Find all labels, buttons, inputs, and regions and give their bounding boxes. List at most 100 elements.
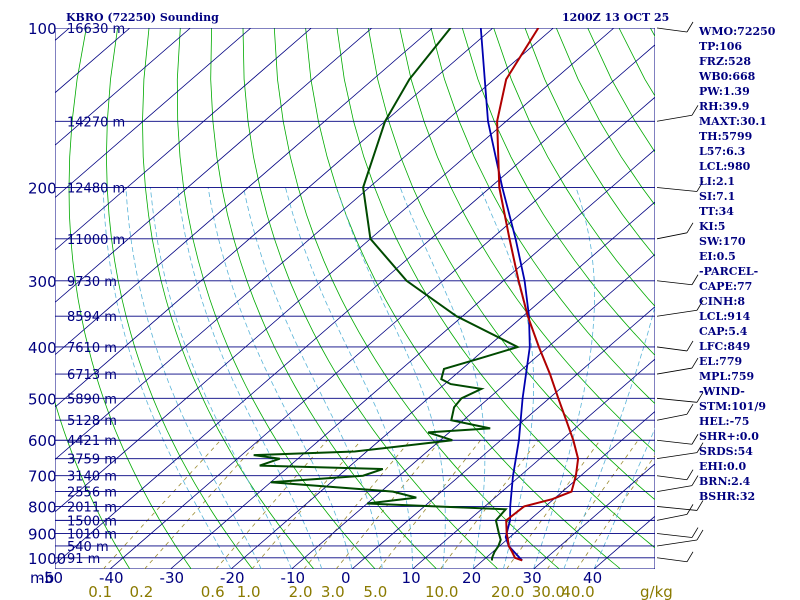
pressure-tick-label: 600 (28, 432, 57, 450)
index-value: CAPE:77 (699, 280, 752, 293)
isotherm (170, 149, 655, 569)
wind-barb-flag (696, 392, 704, 403)
index-value: MAXT:30.1 (699, 115, 767, 128)
dry-adiabat (776, 28, 800, 569)
index-value: EL:779 (699, 355, 742, 368)
stability-indices: WMO:72250 TP:106 FRZ:528 WB0:668 PW:1.39 RH:3… (698, 25, 776, 503)
dry-adiabat (367, 28, 655, 501)
wind-barb-flag (686, 504, 694, 515)
dry-adiabat (524, 28, 655, 258)
height-label: 1010 m (67, 528, 117, 543)
index-value: LI:2.1 (699, 175, 735, 188)
mixing-ratio-tick-label: 20.0 (491, 583, 524, 600)
wind-barb-flag (686, 404, 694, 415)
height-label: 9730 m (67, 275, 117, 290)
wind-barb-flag (686, 469, 694, 480)
wind-barb-staff (656, 439, 693, 445)
index-value: BRN:2.4 (699, 475, 751, 488)
mixing-ratio-line (506, 439, 601, 569)
index-value: LCL:914 (699, 310, 751, 323)
index-value: TT:34 (699, 205, 734, 218)
temperature-tick-label: 0 (341, 569, 351, 587)
height-label: 12480 m (67, 181, 125, 196)
moist-adiabat (150, 187, 292, 569)
moist-adiabat (102, 187, 232, 569)
index-value: EI:0.5 (699, 250, 736, 263)
temperature-line (496, 28, 580, 562)
dry-adiabat (744, 28, 800, 569)
index-value: CINH:8 (699, 295, 745, 308)
index-value: FRZ:528 (699, 55, 751, 68)
mixing-ratio-line (576, 454, 655, 569)
moist-adiabat (177, 187, 323, 569)
temperature-tick-label: -50 (39, 569, 64, 587)
index-value: BSHR:32 (699, 490, 755, 503)
moist-adiabat (336, 187, 446, 569)
dry-adiabat (273, 28, 560, 569)
wind-barb-staff (656, 114, 693, 122)
mixing-ratio-line (440, 439, 539, 569)
mixing-ratio-line (144, 439, 260, 569)
wind-barb-flag (686, 340, 694, 352)
height-label: 4421 m (67, 434, 117, 449)
wind-barb-staff (656, 309, 698, 317)
isotherm (109, 96, 655, 569)
wind-barb-staff (656, 533, 693, 538)
index-value: HEL:-75 (699, 415, 749, 428)
wind-barb-flag (691, 434, 699, 445)
wind-barb-staff (656, 557, 688, 563)
height-label: 3140 m (67, 470, 117, 485)
wind-barb-flag (691, 527, 699, 538)
dry-adiabat (493, 28, 655, 307)
isotherm (55, 28, 494, 408)
wind-barb-flag (696, 500, 704, 511)
mixing-ratio-line (546, 439, 639, 569)
wind-barb-staff (656, 475, 688, 481)
isotherm (593, 515, 655, 569)
wind-barb-flag (691, 105, 699, 116)
mixing-ratio-tick-label: 2.0 (289, 583, 313, 600)
height-label: 2556 m (67, 486, 117, 501)
wind-barb-staff (656, 413, 688, 421)
height-label: 7610 m (67, 341, 117, 356)
index-value: CAP:5.4 (699, 325, 748, 338)
index-value: MPL:759 (699, 370, 754, 383)
temperature-tick-label: 10 (402, 569, 421, 587)
isotherm (230, 201, 655, 569)
pressure-tick-label: 100 (28, 20, 57, 38)
height-label: 3759 m (67, 453, 117, 468)
index-value: WB0:668 (698, 70, 756, 83)
wind-barb-staff (656, 367, 693, 375)
index-value: TP:106 (699, 40, 742, 53)
isotherm (55, 44, 655, 565)
mixing-ratio-unit-label: g/kg (640, 583, 673, 600)
mixing-ratio-line (303, 439, 411, 569)
dry-adiabat (430, 28, 655, 405)
dry-adiabat (142, 28, 315, 569)
pressure-tick-label: 200 (28, 179, 57, 197)
wind-barb-flag (686, 551, 694, 562)
wind-barb-staff (656, 452, 698, 460)
isotherm (533, 463, 655, 569)
wind-barb-staff (656, 280, 693, 286)
pressure-unit-label: mb (30, 569, 54, 587)
dry-adiabat (242, 28, 499, 569)
mixing-ratio-tick-label: 30.0 (532, 583, 565, 600)
wind-barb-staff (656, 485, 693, 492)
index-value: PW:1.39 (699, 85, 750, 98)
isotherm (412, 358, 655, 569)
isotherm (55, 28, 252, 199)
wind-barb-flag (696, 442, 704, 453)
dry-adiabat (336, 28, 655, 549)
mixing-ratio-line (215, 439, 328, 569)
index-value: SI:7.1 (699, 190, 735, 203)
mixing-ratio-tick-label: 40.0 (561, 583, 594, 600)
temperature-tick-label: -40 (99, 569, 124, 587)
moist-adiabat (533, 187, 595, 569)
wind-barb-staff (656, 187, 698, 192)
wind-barb-staff (656, 397, 698, 403)
moist-adiabat (593, 427, 655, 569)
height-label: 14270 m (67, 115, 125, 130)
